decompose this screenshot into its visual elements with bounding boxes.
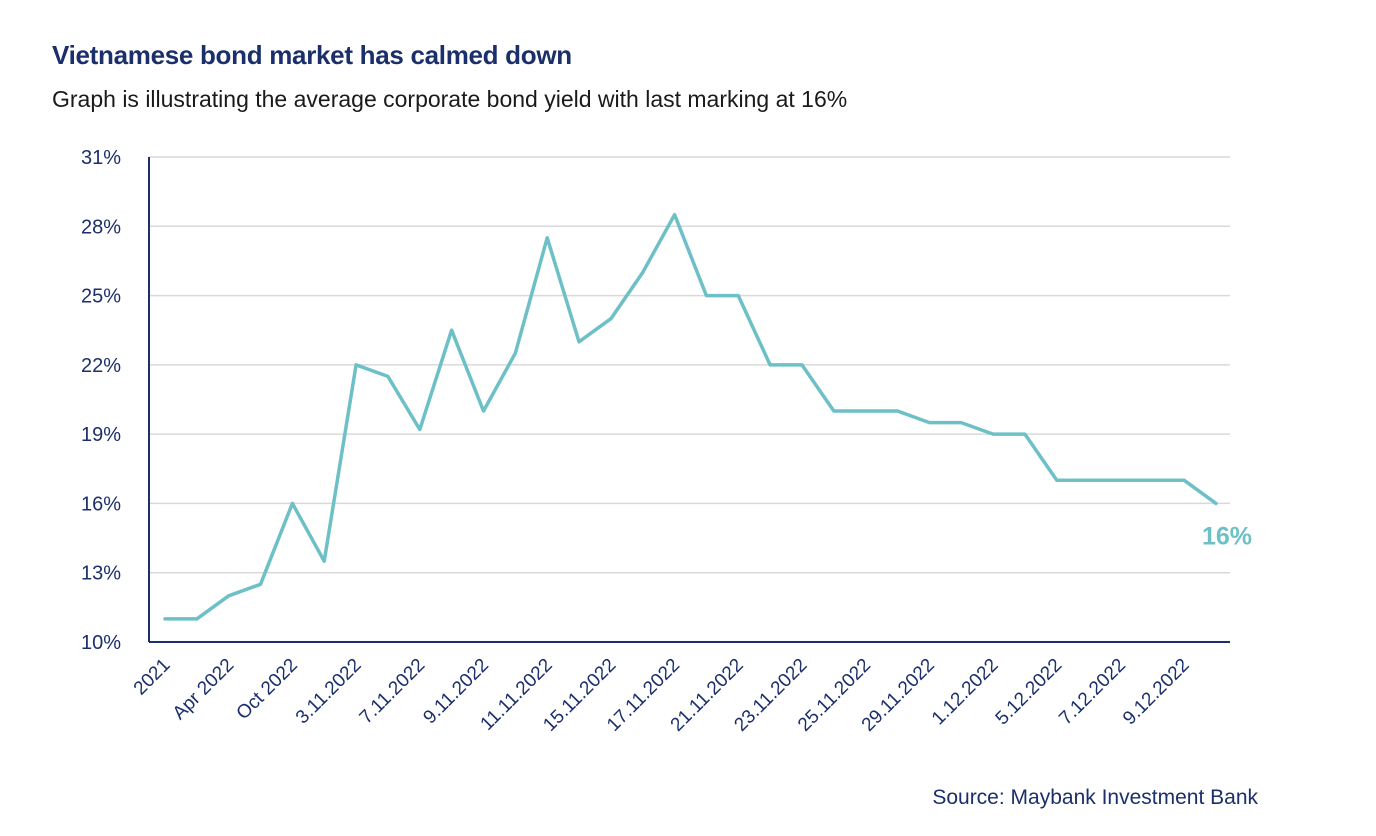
source-note: Source: Maybank Investment Bank [932, 786, 1258, 809]
gridlines [149, 156, 1230, 574]
y-tick-label: 28% [81, 216, 121, 238]
last-value-label: 16% [1202, 522, 1252, 550]
x-tick-label: Apr 2022 [169, 655, 238, 724]
series-line [163, 212, 1218, 621]
y-tick-label: 22% [81, 355, 121, 377]
x-tick-label: 7.11.2022 [356, 655, 430, 729]
chart-subtitle: Graph is illustrating the average corpor… [52, 86, 848, 112]
y-axis-ticks: 10% 13% 16% 19% 22% 25% 28% 31% [81, 147, 121, 654]
x-tick-label: 1.12.2022 [928, 655, 1003, 730]
chart-title: Vietnamese bond market has calmed down [52, 40, 572, 70]
x-tick-label: 3.11.2022 [292, 655, 366, 729]
y-tick-label: 10% [81, 632, 121, 654]
axes [148, 157, 1230, 643]
series-group [163, 212, 1218, 621]
y-tick-label: 19% [81, 424, 121, 446]
x-tick-label: 2021 [130, 655, 175, 700]
y-tick-label: 16% [81, 493, 121, 515]
y-tick-label: 31% [81, 147, 121, 169]
y-tick-label: 25% [81, 286, 121, 308]
x-tick-label: 9.12.2022 [1119, 655, 1194, 730]
y-tick-label: 13% [81, 563, 121, 585]
x-tick-label: 5.12.2022 [992, 655, 1067, 730]
x-tick-label: 7.12.2022 [1055, 655, 1130, 730]
